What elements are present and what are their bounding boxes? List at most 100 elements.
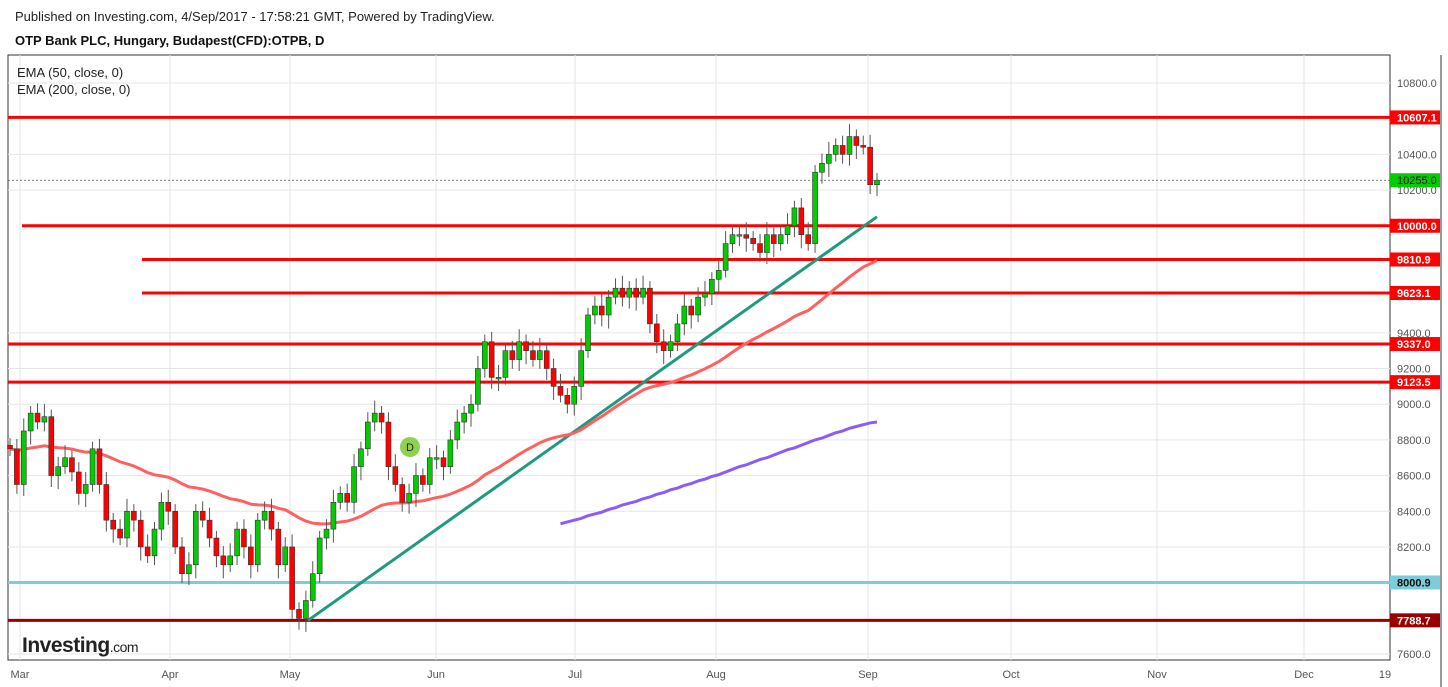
candle-body [461,412,467,423]
candle-body [420,475,426,485]
candle-body [358,448,364,467]
candle-body [371,412,378,423]
candle-body [530,350,536,360]
candle-body [626,287,633,298]
candle-body [440,457,447,467]
candle-body [495,377,502,380]
candle-body [289,546,295,610]
candle-body [62,457,68,467]
y-tick-label: 10800.0 [1397,78,1437,90]
candle-body [7,444,13,450]
candle-body [592,305,598,316]
candle-body [578,350,584,387]
candle-body [564,394,571,405]
dividend-marker [400,437,420,457]
candle-body [454,421,461,441]
candle-body [523,341,529,351]
candle-body [192,510,199,566]
logo-suffix: .com [109,639,139,655]
candle-body [750,237,756,244]
y-tick-label: 9000.0 [1397,399,1431,411]
published-note: Published on Investing.com, 4/Sep/2017 -… [15,9,495,24]
candle-body [14,448,20,485]
candle-body [151,528,158,557]
candle-body [819,162,825,173]
candle-body [103,484,110,521]
candle-body [674,323,681,343]
candle-body [165,502,172,512]
candle-body [96,448,103,485]
candle-body [426,457,433,485]
candle-body [770,234,777,244]
candle-body [812,171,818,244]
candle-body [172,510,178,548]
candle-body [268,510,275,530]
candle-body [702,293,708,298]
candle-body [406,493,412,503]
candle-body [784,225,791,235]
x-tick-label: 19 [1379,669,1391,681]
level-label: 9123.5 [1397,377,1431,389]
candle-body [537,350,543,360]
candle-body [248,546,254,566]
candle-body [131,510,137,521]
candle-body [791,207,798,227]
candle-body [667,341,674,351]
level-label-bg [1390,286,1440,301]
candle-body [365,421,371,450]
candle-body [89,448,96,485]
candle-body [688,305,695,316]
last-price-label: 10255.0 [1397,175,1437,187]
candle-body [647,287,653,325]
candle-body [227,555,233,566]
level-label-bg [1390,218,1440,233]
candle-body [110,519,117,530]
candle-body [392,466,399,485]
y-tick-label: 9200.0 [1397,364,1431,376]
chart-title: OTP Bank PLC, Hungary, Budapest(CFD):OTP… [15,33,325,48]
candle-body [413,475,419,494]
candle-body [27,412,34,432]
candle-body [612,287,619,298]
candle-body [598,305,605,316]
candle-body [220,555,227,566]
candle-body [124,510,130,539]
candle-body [488,341,495,378]
candle-body [853,136,860,146]
candle-body [82,484,89,494]
candle-body [179,546,185,575]
x-tick-label: Aug [706,669,726,681]
candle-body [234,528,240,557]
y-tick-label: 10400.0 [1397,149,1437,161]
candle-body [330,502,337,530]
candle-body [316,537,323,575]
level-label: 9810.9 [1397,254,1431,266]
x-tick-label: May [280,669,301,681]
last-price-label-bg [1390,173,1440,188]
level-label: 9623.1 [1397,288,1431,300]
dividend-marker-label: D [406,442,414,454]
candle-body [660,341,667,351]
candle-body [296,609,302,619]
candle-body [729,234,736,244]
trendline [307,215,878,622]
candle-body [832,145,839,155]
candle-body [55,466,61,476]
candle-body [502,350,509,378]
level-label: 7788.7 [1397,615,1431,627]
candle-body [516,341,522,360]
candle-body [69,457,75,473]
x-tick-label: Apr [161,669,178,681]
candle-body [826,154,832,164]
candle-body [433,457,440,460]
candle-body [323,528,330,539]
candle-body [481,341,488,369]
candle-body [867,146,873,186]
y-tick-label: 10200.0 [1397,185,1437,197]
x-tick-label: Jun [427,669,445,681]
candle-body [447,439,454,467]
candle-body [654,323,660,343]
candle-body [48,416,55,476]
y-tick-label: 8200.0 [1397,542,1431,554]
